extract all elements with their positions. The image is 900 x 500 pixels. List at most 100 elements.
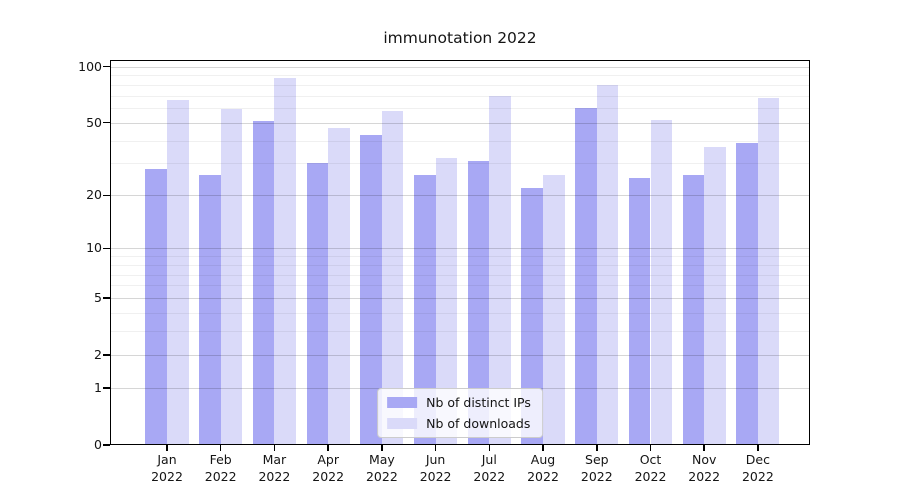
x-tick-year-feb: 2022 [204,468,237,484]
x-tick-label-jul: Jul 2022 [459,452,519,485]
y-tick-label-1: 1 [94,380,102,396]
gridline-minor-6 [110,285,810,287]
gridline-minor-9 [110,256,810,258]
legend-entry-distinct-ips: Nb of distinct IPs [387,395,531,410]
bar-nb-of-distinct-ips-aug [521,187,543,445]
y-tick-mark-0 [103,444,110,446]
gridline-minor-4 [110,313,810,314]
bar-nb-of-distinct-ips-apr [306,163,329,445]
x-tick-label-jan: Jan 2022 [137,452,197,485]
x-tick-year-apr: 2022 [312,468,345,484]
x-tick-year-nov: 2022 [688,468,721,484]
x-tick-month-oct: Oct [639,452,662,467]
x-tick-month-sep: Sep [585,452,609,467]
x-tick-mark-sep [596,445,598,451]
x-tick-label-nov: Nov 2022 [674,452,734,485]
bar-nb-of-distinct-ips-jan [145,168,167,445]
x-tick-month-apr: Apr [317,452,339,467]
x-tick-year-dec: 2022 [741,468,774,484]
bar-nb-of-downloads-jul [489,95,511,445]
x-tick-year-sep: 2022 [580,468,613,484]
y-tick-mark-100 [103,65,110,68]
bar-nb-of-distinct-ips-dec [736,142,758,445]
gridline-minor-90 [110,75,810,77]
x-tick-label-sep: Sep 2022 [567,452,627,485]
x-tick-month-may: May [368,452,395,467]
x-tick-year-jun: 2022 [419,468,452,484]
legend-label-distinct-ips: Nb of distinct IPs [426,395,531,410]
x-tick-month-jul: Jul [481,452,497,467]
x-tick-year-aug: 2022 [527,468,559,484]
legend-swatch-downloads [387,418,418,429]
gridline-minor-30 [110,163,810,165]
gridline-major-20 [110,195,810,197]
bar-nb-of-downloads-aug [543,174,565,445]
x-tick-month-jan: Jan [157,452,177,467]
x-tick-mark-jan [166,445,168,451]
gridline-minor-70 [110,95,810,97]
x-tick-mark-oct [649,445,652,451]
gridline-minor-8 [110,264,810,266]
bar-nb-of-downloads-dec [757,97,780,445]
gridline-major-10 [110,248,810,250]
bar-nb-of-downloads-feb [220,109,243,445]
legend: Nb of distinct IPs Nb of downloads [377,388,543,438]
x-tick-mark-feb [219,445,222,451]
gridline-minor-7 [110,274,810,276]
bar-nb-of-downloads-jun [435,158,458,445]
x-tick-label-feb: Feb 2022 [191,452,251,485]
y-tick-mark-10 [103,247,110,250]
gridline-major-100 [110,66,810,68]
y-tick-label-20: 20 [86,187,102,203]
gridline-major-50 [110,122,810,124]
y-tick-label-0: 0 [94,437,102,452]
x-tick-mark-mar [273,445,276,451]
x-tick-mark-may [381,445,383,451]
bar-nb-of-distinct-ips-mar [252,121,275,445]
x-tick-year-oct: 2022 [634,468,667,484]
y-tick-label-100: 100 [78,58,102,74]
bar-nb-of-downloads-oct [650,119,673,445]
bar-nb-of-distinct-ips-nov [682,174,705,445]
x-tick-label-mar: Mar 2022 [244,452,304,485]
x-tick-month-dec: Dec [745,452,770,467]
y-tick-mark-5 [103,297,110,299]
y-tick-label-5: 5 [94,290,102,306]
bar-nb-of-distinct-ips-may [360,134,382,445]
x-tick-mark-nov [703,445,705,451]
x-tick-label-may: May 2022 [352,452,412,485]
gridline-minor-60 [110,107,810,109]
x-tick-mark-apr [327,445,329,451]
bar-nb-of-distinct-ips-sep [575,107,597,445]
y-tick-label-2: 2 [94,346,102,362]
x-tick-month-aug: Aug [530,452,556,467]
x-tick-mark-dec [757,445,759,451]
x-tick-year-may: 2022 [365,468,398,484]
bar-nb-of-downloads-may [381,110,404,445]
y-tick-label-10: 10 [86,240,102,256]
bar-nb-of-downloads-sep [596,84,619,445]
gridline-major-5 [110,298,810,300]
chart-title: immunotation 2022 [383,29,537,47]
bars-layer [110,60,810,445]
x-tick-label-aug: Aug 2022 [513,452,573,485]
bar-nb-of-downloads-nov [704,146,726,445]
x-tick-label-apr: Apr 2022 [298,452,358,485]
gridline-major-2 [110,354,810,356]
x-tick-year-jul: 2022 [473,468,506,484]
x-tick-label-jun: Jun 2022 [406,452,466,485]
x-tick-year-jan: 2022 [151,468,183,484]
x-tick-mark-jul [488,445,491,451]
y-tick-mark-20 [103,194,110,197]
bar-nb-of-downloads-mar [274,77,296,445]
legend-label-downloads: Nb of downloads [426,416,531,431]
x-tick-label-dec: Dec 2022 [728,452,788,485]
x-tick-label-oct: Oct 2022 [621,452,681,485]
x-tick-year-mar: 2022 [258,468,291,484]
x-tick-month-jun: Jun [425,452,446,467]
bar-nb-of-distinct-ips-feb [199,174,221,445]
x-tick-month-nov: Nov [691,452,717,467]
gridline-minor-3 [110,331,810,333]
y-tick-mark-2 [103,354,110,356]
